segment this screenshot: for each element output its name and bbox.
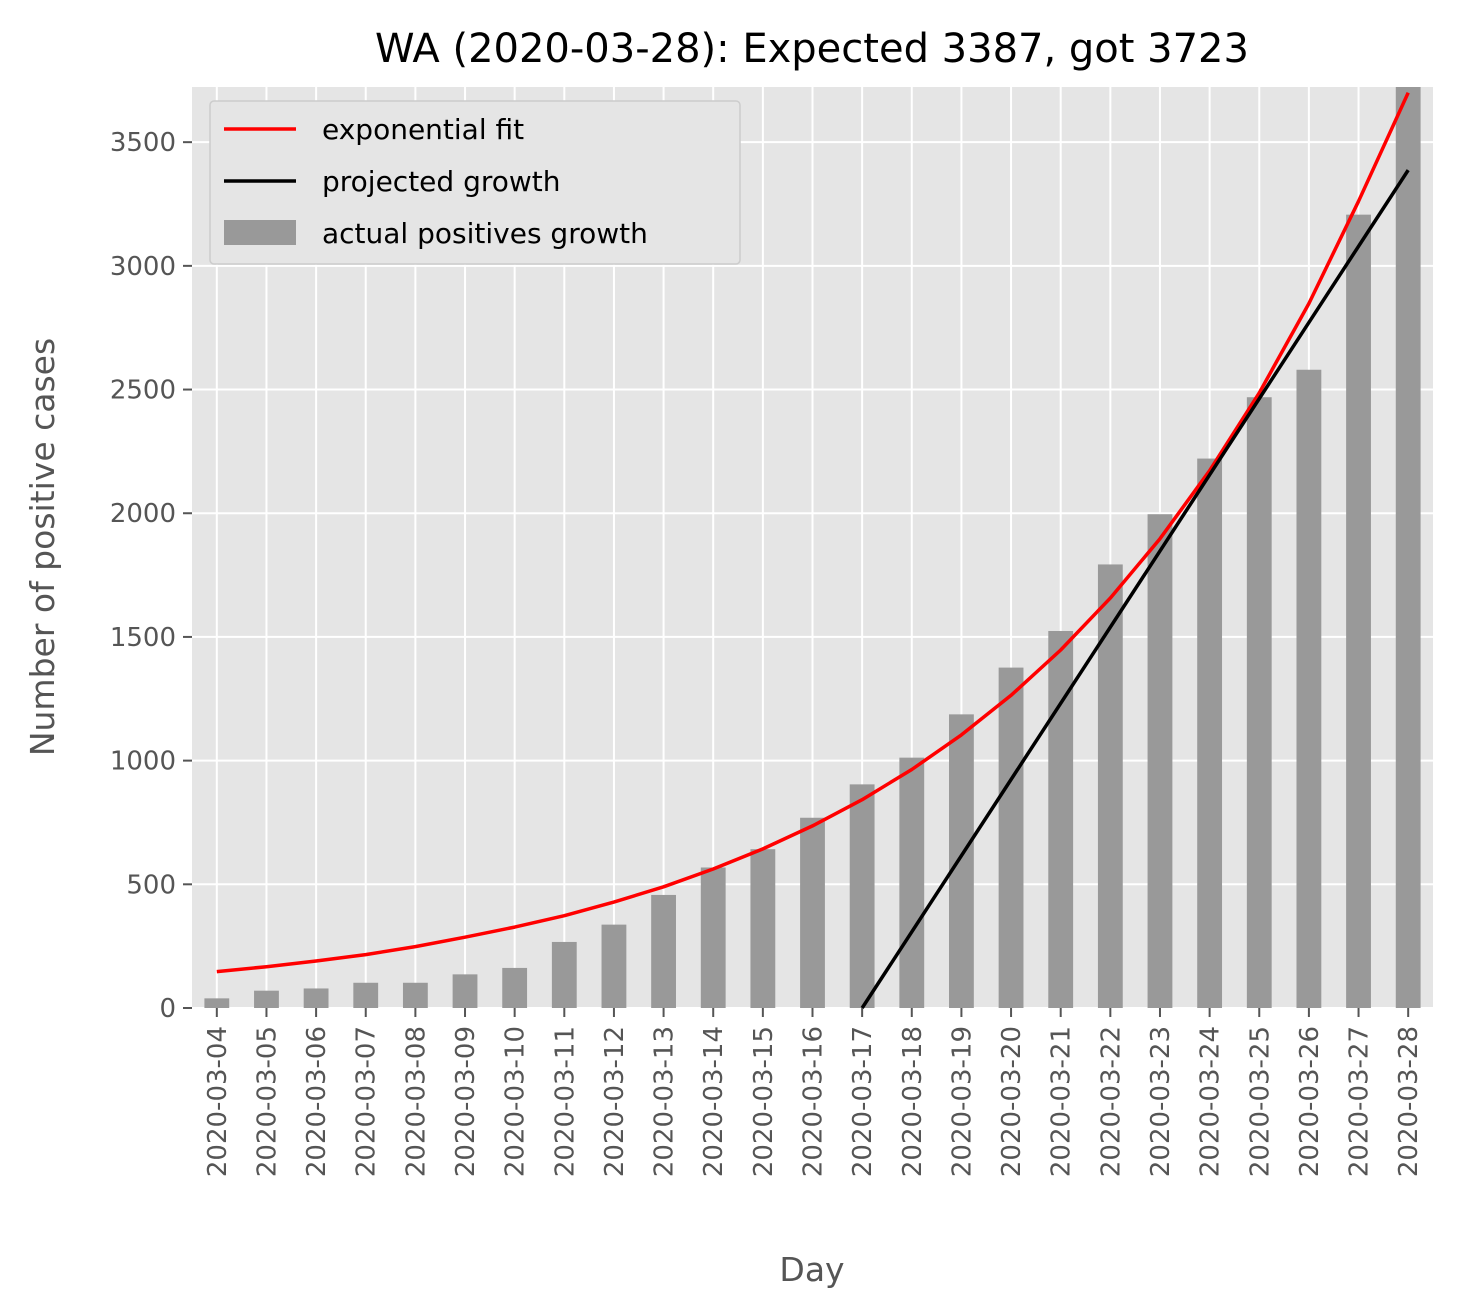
x-tick-label: 2020-03-06 bbox=[302, 1026, 332, 1177]
x-tick-label: 2020-03-10 bbox=[501, 1026, 531, 1177]
y-axis-ticks: 0 500 1000 1500 2000 2500 3000 3500 bbox=[110, 128, 192, 1024]
bar-2020-03-04 bbox=[204, 998, 230, 1008]
bar-2020-03-06 bbox=[303, 988, 329, 1008]
legend: exponential fit projected growth actual … bbox=[209, 100, 741, 265]
bar-2020-03-16 bbox=[800, 817, 825, 1008]
bar-2020-03-05 bbox=[254, 990, 279, 1008]
x-tick-label: 2020-03-07 bbox=[352, 1026, 382, 1177]
x-tick-label: 2020-03-22 bbox=[1096, 1026, 1126, 1177]
x-tick-label: 2020-03-24 bbox=[1196, 1026, 1226, 1177]
x-tick-label: 2020-03-14 bbox=[699, 1026, 729, 1177]
x-tick-label: 2020-03-04 bbox=[203, 1026, 233, 1177]
bar-2020-03-11 bbox=[551, 941, 577, 1008]
y-tick-label: 500 bbox=[126, 870, 176, 900]
x-axis-label: Day bbox=[779, 1250, 844, 1289]
x-tick-label: 2020-03-05 bbox=[252, 1026, 282, 1177]
bar-2020-03-22 bbox=[1097, 564, 1123, 1008]
x-tick-label: 2020-03-28 bbox=[1394, 1026, 1424, 1177]
bar-2020-03-20 bbox=[998, 667, 1024, 1008]
x-tick-label: 2020-03-19 bbox=[947, 1026, 977, 1177]
bar-2020-03-24 bbox=[1197, 458, 1223, 1008]
x-tick-label: 2020-03-11 bbox=[550, 1026, 580, 1177]
x-tick-label: 2020-03-23 bbox=[1146, 1026, 1176, 1177]
x-tick-label: 2020-03-13 bbox=[650, 1026, 680, 1177]
legend-swatch-actual-positives bbox=[224, 220, 296, 245]
bar-2020-03-10 bbox=[502, 967, 528, 1008]
x-tick-label: 2020-03-15 bbox=[749, 1026, 779, 1177]
x-tick-label: 2020-03-08 bbox=[401, 1026, 431, 1177]
bar-2020-03-27 bbox=[1346, 214, 1371, 1008]
y-tick-label: 2500 bbox=[110, 376, 176, 406]
bar-2020-03-18 bbox=[899, 757, 925, 1008]
bar-2020-03-19 bbox=[949, 714, 974, 1008]
bar-2020-03-26 bbox=[1296, 369, 1322, 1008]
bars-actual-positives bbox=[204, 87, 1421, 1008]
y-tick-label: 3000 bbox=[110, 252, 176, 282]
bar-2020-03-09 bbox=[452, 974, 478, 1008]
x-tick-label: 2020-03-09 bbox=[451, 1026, 481, 1177]
bar-2020-03-08 bbox=[402, 982, 428, 1008]
x-tick-label: 2020-03-27 bbox=[1345, 1026, 1375, 1177]
bar-2020-03-17 bbox=[849, 784, 875, 1008]
chart-title: WA (2020-03-28): Expected 3387, got 3723 bbox=[375, 26, 1249, 72]
line-projected-growth bbox=[860, 169, 1410, 1009]
x-tick-label: 2020-03-12 bbox=[600, 1026, 630, 1177]
x-tick-label: 2020-03-18 bbox=[898, 1026, 928, 1177]
y-tick-label: 1000 bbox=[110, 747, 176, 777]
x-tick-label: 2020-03-17 bbox=[848, 1026, 878, 1177]
x-tick-label: 2020-03-21 bbox=[1047, 1026, 1077, 1177]
legend-label-actual-positives: actual positives growth bbox=[322, 217, 648, 250]
bar-2020-03-15 bbox=[750, 849, 776, 1008]
x-tick-label: 2020-03-26 bbox=[1295, 1026, 1325, 1177]
bar-2020-03-07 bbox=[353, 982, 379, 1008]
y-axis-label: Number of positive cases bbox=[23, 338, 62, 756]
legend-label-projected-growth: projected growth bbox=[322, 165, 561, 198]
y-tick-label: 0 bbox=[159, 994, 176, 1024]
y-tick-label: 1500 bbox=[110, 623, 176, 653]
x-axis-ticks: 2020-03-04 2020-03-05 2020-03-06 2020-03-07… bbox=[203, 1008, 1424, 1177]
x-tick-label: 2020-03-20 bbox=[997, 1026, 1027, 1177]
legend-box bbox=[209, 100, 741, 265]
bar-2020-03-23 bbox=[1147, 514, 1173, 1008]
x-tick-label: 2020-03-16 bbox=[799, 1026, 829, 1177]
bar-2020-03-14 bbox=[700, 867, 726, 1008]
bar-2020-03-12 bbox=[601, 924, 627, 1008]
bar-2020-03-25 bbox=[1246, 397, 1272, 1008]
line-exponential-fit bbox=[216, 91, 1410, 974]
bar-2020-03-28 bbox=[1395, 87, 1421, 1008]
y-tick-label: 2000 bbox=[110, 499, 176, 529]
x-tick-label: 2020-03-25 bbox=[1245, 1026, 1275, 1177]
bar-2020-03-13 bbox=[651, 894, 676, 1008]
lines bbox=[216, 91, 1410, 1009]
legend-label-exponential-fit: exponential fit bbox=[322, 113, 524, 146]
y-tick-label: 3500 bbox=[110, 128, 176, 158]
